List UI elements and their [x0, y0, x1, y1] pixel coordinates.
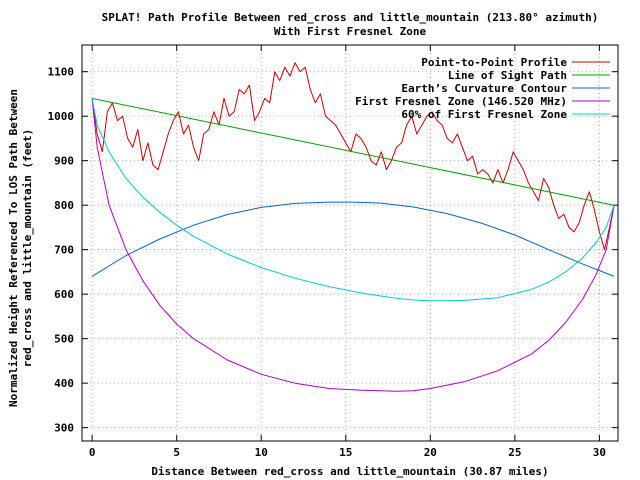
y-tick-label: 300 [54, 422, 74, 435]
x-axis-label: Distance Between red_cross and little_mo… [151, 465, 548, 478]
x-tick-label: 15 [339, 446, 352, 459]
x-tick-label: 5 [173, 446, 180, 459]
x-tick-label: 10 [255, 446, 268, 459]
chart-subtitle: With First Fresnel Zone [274, 25, 427, 38]
y-tick-label: 700 [54, 244, 74, 257]
y-axis-label-line2: red_cross and little_mountain (feet) [21, 129, 34, 367]
y-tick-label: 400 [54, 377, 74, 390]
x-tick-label: 20 [424, 446, 437, 459]
x-tick-label: 25 [508, 446, 521, 459]
y-tick-label: 500 [54, 333, 74, 346]
legend-label: 60% of First Fresnel Zone [401, 108, 567, 121]
y-tick-label: 800 [54, 199, 74, 212]
y-tick-label: 1100 [48, 66, 75, 79]
series-line-point-to-point-profile [91, 62, 615, 251]
series-line-line-of-sight-path [91, 97, 615, 206]
y-tick-label: 900 [54, 155, 74, 168]
legend-label: Line of Sight Path [448, 69, 567, 82]
x-tick-label: 30 [593, 446, 606, 459]
y-tick-label: 1000 [48, 110, 75, 123]
grid [82, 45, 618, 441]
x-tick-label: 0 [89, 446, 96, 459]
series-lines [91, 62, 615, 392]
axis-ticks: 300 400 500 600 700 800 900 1000 1100 0 5 10 15 20 25 3… [48, 45, 618, 459]
y-tick-label: 600 [54, 288, 74, 301]
legend-label: First Fresnel Zone (146.520 MHz) [355, 95, 567, 108]
y-axis-label-line1: Normalized Height Referenced To LOS Path… [7, 89, 20, 407]
legend-label: Earth’s Curvature Contour [401, 82, 567, 95]
chart-title: SPLAT! Path Profile Between red_cross an… [102, 11, 599, 24]
legend-label: Point-to-Point Profile [421, 56, 567, 69]
plot-frame [81, 44, 619, 442]
series-line-first-fresnel-zone-146-520-mhz [91, 98, 615, 392]
series-line-earth-s-curvature-contour [91, 201, 615, 277]
series-line-60-of-first-fresnel-zone [91, 98, 615, 302]
